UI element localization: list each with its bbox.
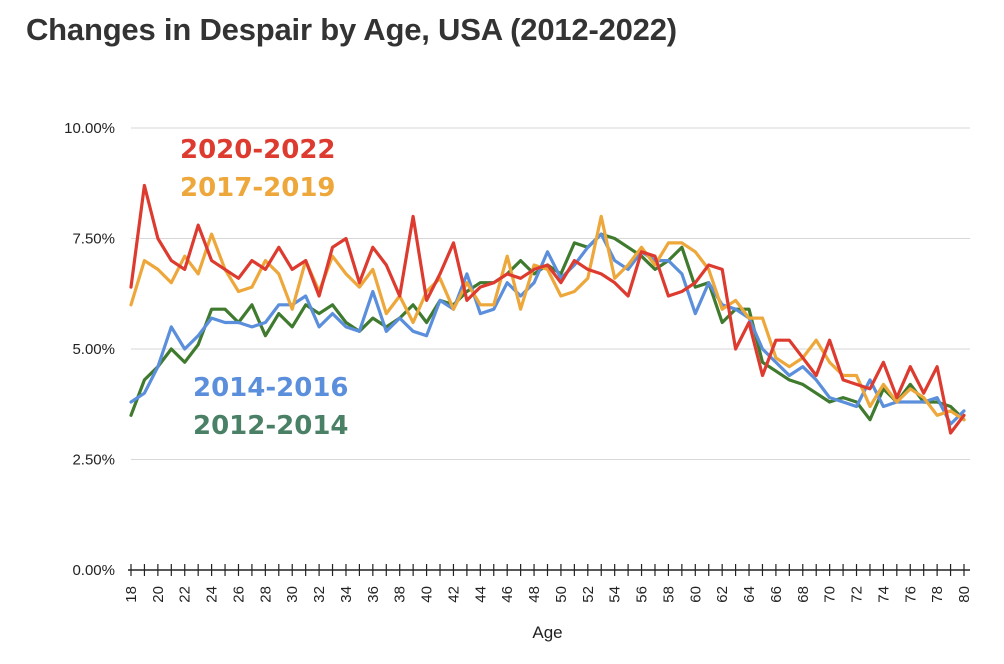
x-axis-title: Age [532, 623, 562, 642]
x-tick-label: 74 [875, 586, 892, 603]
x-tick-label: 46 [499, 586, 516, 603]
legend-label-2017-2019: 2017-2019 [180, 173, 336, 203]
y-tick-label: 2.50% [72, 452, 115, 469]
x-tick-label: 70 [822, 586, 839, 603]
y-tick-label: 10.00% [64, 120, 115, 137]
x-axis [128, 564, 970, 576]
x-tick-label: 30 [284, 586, 301, 603]
x-tick-label: 56 [634, 586, 651, 603]
x-tick-label: 72 [849, 586, 866, 603]
x-tick-label: 52 [580, 586, 597, 603]
x-tick-label: 60 [687, 586, 704, 603]
x-tick-label: 66 [768, 586, 785, 603]
x-tick-label: 24 [204, 586, 221, 603]
x-tick-label: 80 [956, 586, 973, 603]
y-tick-label: 7.50% [72, 231, 115, 248]
x-tick-label: 50 [553, 586, 570, 603]
series-lines [129, 183, 966, 435]
x-tick-label: 42 [445, 586, 462, 603]
x-tick-label: 40 [419, 586, 436, 603]
x-tick-label: 28 [257, 586, 274, 603]
x-tick-label: 38 [392, 586, 409, 603]
x-tick-label: 54 [607, 586, 624, 603]
x-tick-label: 20 [150, 586, 167, 603]
series-line-2020-2022 [129, 183, 966, 435]
legend-label-2020-2022: 2020-2022 [180, 135, 336, 165]
x-tick-label: 22 [177, 586, 194, 603]
x-tick-label: 78 [929, 586, 946, 603]
x-tick-label: 58 [660, 586, 677, 603]
legend-label-2012-2014: 2012-2014 [193, 411, 349, 441]
x-tick-label: 48 [526, 586, 543, 603]
x-tick-label: 26 [230, 586, 247, 603]
y-tick-label: 5.00% [72, 341, 115, 358]
legend-label-2014-2016: 2014-2016 [193, 373, 349, 403]
x-tick-label: 76 [902, 586, 919, 603]
y-tick-label: 0.00% [72, 562, 115, 579]
x-axis-tick-labels: 18 20 22 24 26 28 30 32 34 36 38 40 42 44 46 48 50 52 54 56… [123, 586, 973, 603]
chart-title: Changes in Despair by Age, USA (2012-202… [26, 12, 677, 47]
x-tick-label: 68 [795, 586, 812, 603]
x-tick-label: 34 [338, 586, 355, 603]
x-tick-label: 62 [714, 586, 731, 603]
x-tick-label: 36 [365, 586, 382, 603]
y-axis-tick-labels: 0.00% 2.50% 5.00% 7.50% 10.00% [64, 120, 115, 579]
x-tick-label: 64 [741, 586, 758, 603]
series-line-2014-2016 [129, 232, 966, 426]
x-tick-label: 18 [123, 586, 140, 603]
x-tick-label: 44 [472, 586, 489, 603]
x-tick-label: 32 [311, 586, 328, 603]
inline-legend: 2020-2022 2017-2019 2014-2016 2012-2014 [180, 135, 349, 441]
gridlines [131, 127, 970, 460]
